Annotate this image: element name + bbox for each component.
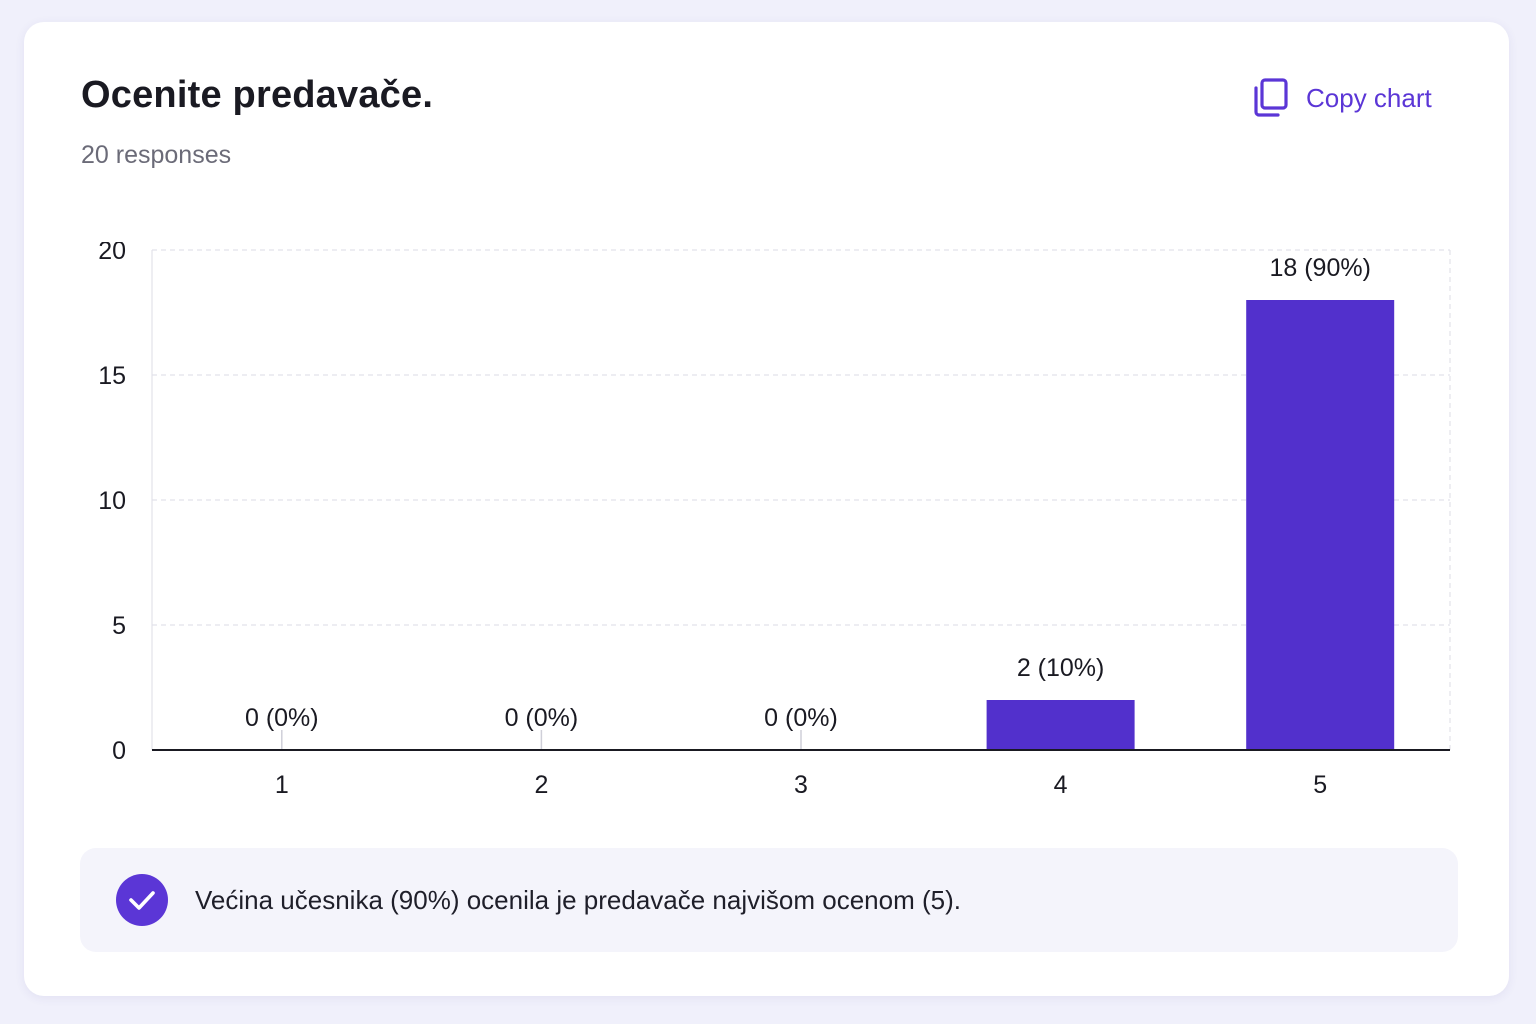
copy-chart-label: Copy chart bbox=[1306, 82, 1432, 113]
copy-chart-button[interactable]: Copy chart bbox=[1248, 74, 1436, 122]
y-tick-label: 5 bbox=[112, 612, 126, 640]
data-label-2: 0 (0%) bbox=[505, 704, 579, 732]
x-tick-label-4: 4 bbox=[1054, 771, 1068, 799]
y-tick-label: 15 bbox=[98, 362, 126, 390]
data-label-1: 0 (0%) bbox=[245, 704, 319, 732]
bar-5 bbox=[1246, 300, 1395, 750]
copy-icon bbox=[1252, 78, 1288, 118]
question-title: Ocenite predavače. bbox=[81, 74, 434, 116]
y-tick-label: 20 bbox=[98, 242, 126, 265]
data-label-5: 18 (90%) bbox=[1269, 254, 1370, 282]
x-tick-label-1: 1 bbox=[275, 771, 289, 799]
y-tick-label: 0 bbox=[112, 737, 126, 765]
x-tick-label-2: 2 bbox=[534, 771, 548, 799]
data-label-4: 2 (10%) bbox=[1017, 654, 1105, 682]
data-label-3: 0 (0%) bbox=[764, 704, 838, 732]
x-tick-label-3: 3 bbox=[794, 771, 808, 799]
y-tick-label: 10 bbox=[98, 487, 126, 515]
responses-count: 20 responses bbox=[81, 141, 232, 169]
chart-card: Ocenite predavače. 20 responses Copy cha… bbox=[24, 22, 1509, 996]
x-tick-label-5: 5 bbox=[1313, 771, 1327, 799]
insight-text: Većina učesnika (90%) ocenila je predava… bbox=[195, 884, 961, 915]
bar-chart: 0 5 10 15 20 0 (0%) 1 0 (0%) 2 0 (0%) 3 2 (10%) 4 18 … bbox=[98, 242, 1451, 799]
bar-4 bbox=[986, 700, 1135, 750]
insight-banner: Većina učesnika (90%) ocenila je predava… bbox=[80, 848, 1458, 952]
check-circle-icon bbox=[116, 874, 168, 926]
